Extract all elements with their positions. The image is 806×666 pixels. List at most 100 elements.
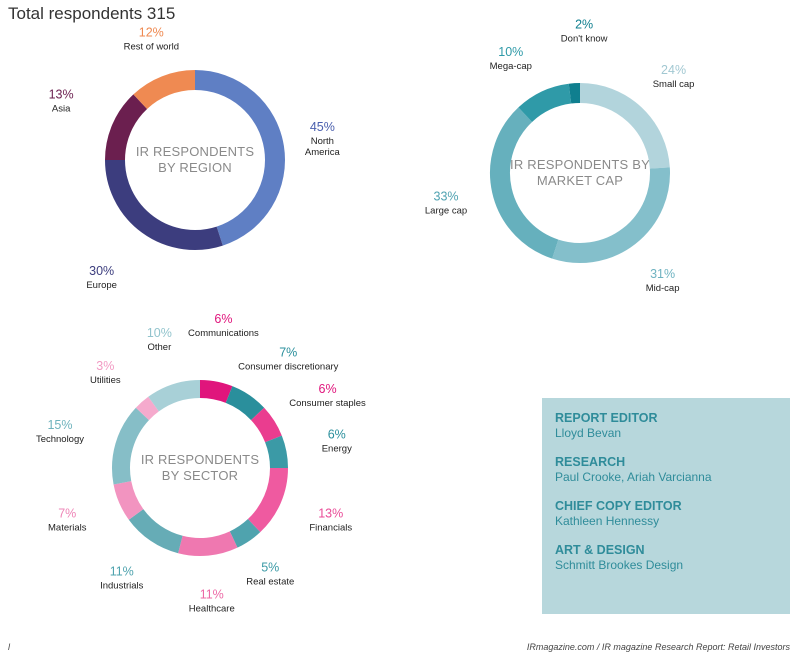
page-number: l [8,642,10,652]
slice-percent: 13% [49,87,74,101]
donut-slice-communications [199,380,233,404]
slice-percent: 3% [96,359,114,373]
slice-category: Communications [188,328,259,339]
donut-slice-energy [264,435,288,469]
chart-title: IR RESPONDENTS BY SECTOR [141,452,260,483]
slice-percent: 24% [661,63,686,77]
page-title: Total respondents 315 [8,4,176,23]
slice-category: Asia [52,103,71,114]
slice-category: North [311,136,334,147]
donut-slice-north-america [194,70,285,246]
slice-label-mid-cap: 31% Mid-cap [646,267,680,294]
donut-slice-europe [105,159,223,250]
donut-slice-other [148,380,201,412]
credit-role: CHIEF COPY EDITOR [555,499,682,513]
donut-slice-don-t-know [568,83,581,104]
donut-slice-financials [247,467,288,533]
slice-label-mega-cap: 10% Mega-cap [490,45,532,72]
slice-label-utilities: 3% Utilities [90,359,121,386]
donut-slice-mid-cap [552,167,670,263]
donut-slice-consumer-discretionary [225,386,265,421]
slice-category: Small cap [653,79,695,90]
slice-category: Europe [86,280,117,291]
slice-category: Mega-cap [490,61,532,72]
slice-label-materials: 7% Materials [48,507,87,534]
slice-label-technology: 15% Technology [36,418,84,445]
slice-label-large-cap: 33% Large cap [425,189,467,216]
slice-category: Industrials [100,580,144,591]
slice-label-communications: 6% Communications [188,312,259,339]
slice-percent: 6% [319,382,337,396]
slice-percent: 5% [261,560,279,574]
chart-title: IR RESPONDENTS BY REGION [136,144,255,175]
donut-chart-sector: IR RESPONDENTS BY SECTOR 6% Communications 7… [36,312,366,614]
slice-label-industrials: 11% Industrials [100,564,144,591]
slice-label-financials: 13% Financials [309,507,352,534]
donut-slice-healthcare [178,531,238,556]
slice-category: Technology [36,434,84,445]
credit-report-editor: REPORT EDITOR Lloyd Bevan [555,410,777,441]
credit-name: Kathleen Hennessy [555,514,660,528]
chart-title: IR RESPONDENTS BY MARKET CAP [510,157,650,188]
credit-role: REPORT EDITOR [555,411,658,425]
slice-percent: 11% [110,564,134,578]
donut-slice-utilities [135,396,160,421]
slice-percent: 13% [318,507,343,521]
slice-percent: 10% [498,45,523,59]
slice-category: Financials [309,523,352,534]
donut-slice-rest-of-world [133,70,196,110]
slice-percent: 30% [89,264,114,278]
slice-percent: 10% [147,326,172,340]
donut-slice-consumer-staples [250,407,282,443]
slice-category: Materials [48,523,87,534]
slice-label-consumer-discretionary: 7% Consumer discretionary [238,346,339,373]
credit-role: ART & DESIGN [555,543,645,557]
slice-category: Real estate [246,576,294,587]
donut-slice-large-cap [490,107,559,259]
donut-slice-industrials [128,508,183,554]
slice-percent: 15% [47,418,72,432]
slice-category: America [305,147,341,158]
donut-chart-market-cap: IR RESPONDENTS BY MARKET CAP 24% Small cap 3… [425,17,695,294]
slice-percent: 33% [433,189,458,203]
slice-percent: 12% [139,25,164,39]
donut-slice-small-cap [579,83,670,169]
credit-name: Lloyd Bevan [555,426,622,440]
slice-percent: 11% [200,587,224,601]
slice-label-small-cap: 24% Small cap [653,63,695,90]
slice-category: Large cap [425,205,467,216]
slice-percent: 31% [650,267,675,281]
slice-label-europe: 30% Europe [86,264,117,291]
footer-source: IRmagazine.com / IR magazine Research Re… [526,642,790,652]
slice-label-healthcare: 11% Healthcare [189,587,235,614]
credit-role: RESEARCH [555,455,626,469]
donut-slice-materials [113,480,144,520]
slice-percent: 2% [575,17,593,31]
donut-slice-technology [112,407,150,485]
credit-name: Schmitt Brookes Design [555,558,684,572]
slice-category: Don't know [561,33,608,44]
slice-category: Other [147,342,171,353]
donut-slice-real-estate [229,518,261,548]
slice-percent: 6% [328,428,346,442]
slice-percent: 45% [310,120,335,134]
slice-label-don-t-know: 2% Don't know [561,17,608,44]
slice-category: Rest of world [124,41,179,52]
slice-category: Energy [322,444,352,455]
slice-label-rest-of-world: 12% Rest of world [124,25,179,52]
credit-chief-copy-editor: CHIEF COPY EDITOR Kathleen Hennessy [555,498,777,529]
slice-category: Consumer staples [289,398,366,409]
slice-category: Utilities [90,375,121,386]
slice-label-real-estate: 5% Real estate [246,560,294,587]
slice-label-energy: 6% Energy [322,428,352,455]
credit-research: RESEARCH Paul Crooke, Ariah Varcianna [555,454,777,485]
slice-label-asia: 13% Asia [49,87,74,114]
slice-label-consumer-staples: 6% Consumer staples [289,382,366,409]
slice-category: Consumer discretionary [238,362,339,373]
donut-slice-mega-cap [518,83,572,123]
donut-slice-asia [105,94,148,161]
credits-panel: REPORT EDITOR Lloyd Bevan RESEARCH Paul … [542,398,790,614]
slice-percent: 7% [58,507,76,521]
